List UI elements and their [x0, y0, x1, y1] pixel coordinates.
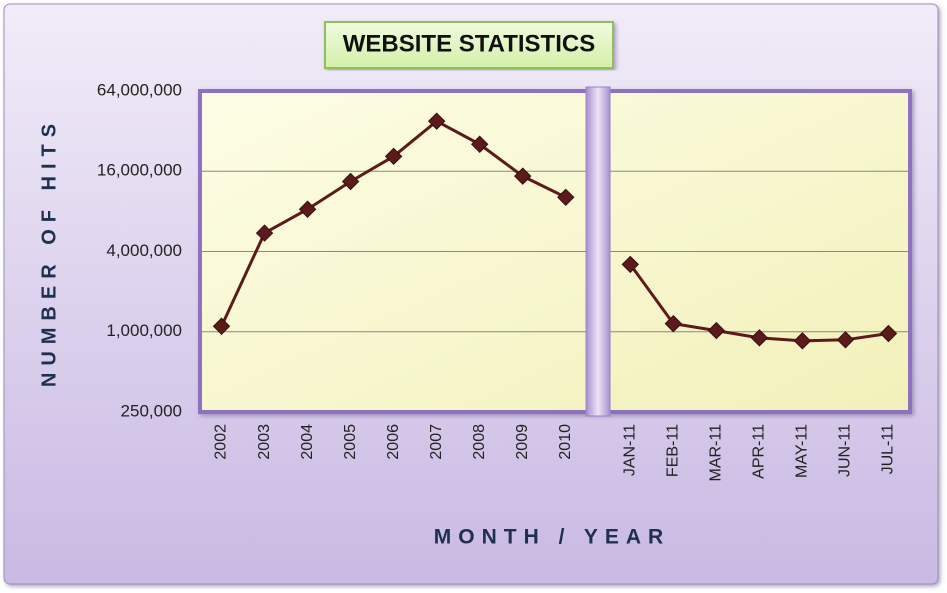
marker [427, 112, 446, 130]
x-tick-label: FEB-11 [665, 424, 682, 477]
y-axis-title: NUMBER OF HITS [38, 117, 60, 387]
x-tick-label: 2004 [299, 424, 316, 460]
marker [621, 255, 640, 274]
y-tick-label: 250,000 [121, 401, 182, 420]
y-tick-label: 16,000,000 [97, 161, 182, 180]
marker [707, 321, 726, 340]
y-tick-label: 1,000,000 [106, 321, 182, 340]
marker [341, 172, 360, 191]
x-tick-label: 2006 [385, 424, 402, 460]
marker [212, 317, 231, 335]
chart-title: WEBSITE STATISTICS [343, 30, 595, 57]
x-tick-label: JAN-11 [622, 424, 639, 476]
x-tick-label: 2007 [428, 424, 445, 460]
marker [255, 224, 274, 242]
x-tick-label: 2005 [342, 424, 359, 460]
x-tick-label: JUL-11 [880, 424, 897, 474]
y-tick-label: 64,000,000 [97, 80, 182, 99]
marker [836, 331, 855, 349]
x-tick-label: 2008 [471, 424, 488, 460]
x-tick-label: 2002 [213, 424, 230, 460]
x-tick-label: 2009 [514, 424, 531, 460]
x-tick-label: JUN-11 [837, 424, 854, 477]
x-tick-label: 2010 [557, 424, 574, 460]
marker [514, 167, 532, 185]
marker [750, 329, 769, 347]
title-box [324, 21, 614, 69]
x-tick-label: APR-11 [751, 424, 768, 479]
x-axis-title: MONTH / YEAR [434, 526, 670, 549]
marker [557, 188, 575, 207]
axis-break [585, 86, 611, 417]
y-tick-label: 4,000,000 [106, 241, 182, 260]
x-tick-label: MAY-11 [794, 424, 811, 478]
marker [879, 324, 898, 343]
marker [470, 135, 489, 153]
marker [384, 147, 403, 166]
x-tick-label: MAR-11 [708, 424, 725, 482]
marker [664, 314, 683, 333]
marker [793, 332, 812, 350]
marker [298, 200, 317, 218]
x-tick-label: 2003 [256, 424, 273, 460]
